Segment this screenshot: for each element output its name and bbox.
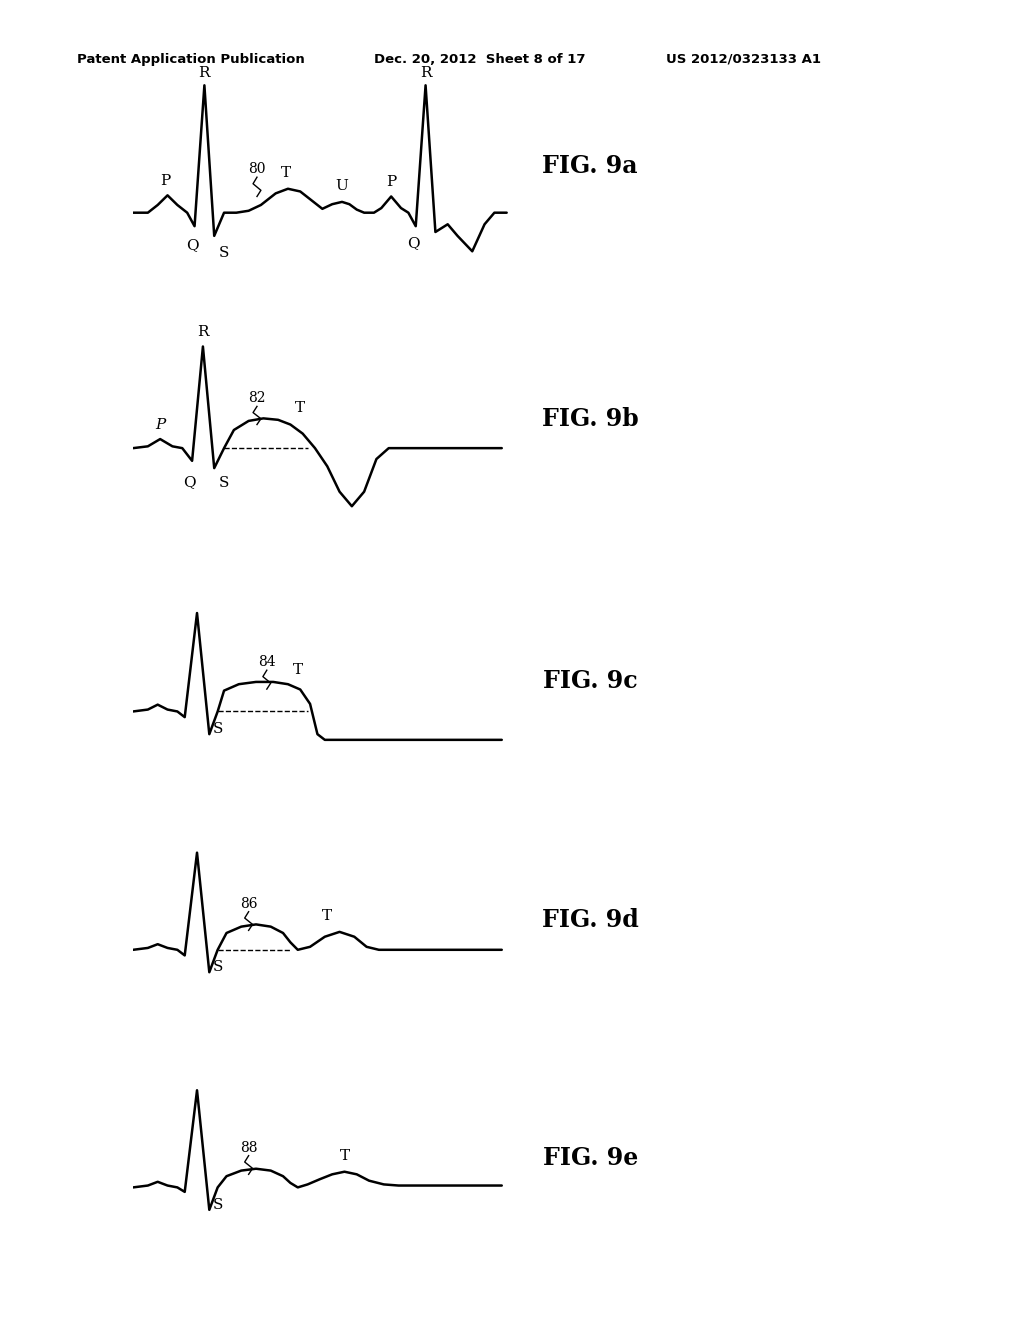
Text: Q: Q	[407, 236, 420, 249]
Text: FIG. 9d: FIG. 9d	[542, 908, 639, 932]
Text: 88: 88	[240, 1140, 257, 1155]
Text: Q: Q	[185, 238, 199, 252]
Text: U: U	[336, 180, 348, 194]
Text: Dec. 20, 2012  Sheet 8 of 17: Dec. 20, 2012 Sheet 8 of 17	[374, 53, 586, 66]
Text: 80: 80	[248, 162, 266, 176]
Text: R: R	[198, 325, 209, 339]
Text: T: T	[323, 909, 333, 923]
Text: 82: 82	[248, 391, 266, 405]
Text: S: S	[219, 246, 229, 260]
Text: FIG. 9e: FIG. 9e	[543, 1146, 638, 1170]
Text: T: T	[293, 664, 303, 677]
Text: P: P	[386, 174, 396, 189]
Text: S: S	[212, 1197, 223, 1212]
Text: 86: 86	[240, 896, 257, 911]
Text: S: S	[212, 722, 223, 737]
Text: S: S	[219, 477, 229, 491]
Text: P: P	[155, 418, 165, 432]
Text: 84: 84	[258, 655, 275, 669]
Text: R: R	[199, 66, 210, 79]
Text: P: P	[160, 174, 170, 187]
Text: T: T	[281, 166, 291, 180]
Text: FIG. 9a: FIG. 9a	[543, 154, 638, 178]
Text: R: R	[420, 66, 431, 79]
Text: T: T	[295, 401, 305, 416]
Text: US 2012/0323133 A1: US 2012/0323133 A1	[666, 53, 820, 66]
Text: FIG. 9b: FIG. 9b	[542, 407, 639, 432]
Text: FIG. 9c: FIG. 9c	[543, 669, 638, 693]
Text: Patent Application Publication: Patent Application Publication	[77, 53, 304, 66]
Text: T: T	[339, 1150, 349, 1163]
Text: S: S	[212, 960, 223, 974]
Text: Q: Q	[183, 475, 196, 490]
